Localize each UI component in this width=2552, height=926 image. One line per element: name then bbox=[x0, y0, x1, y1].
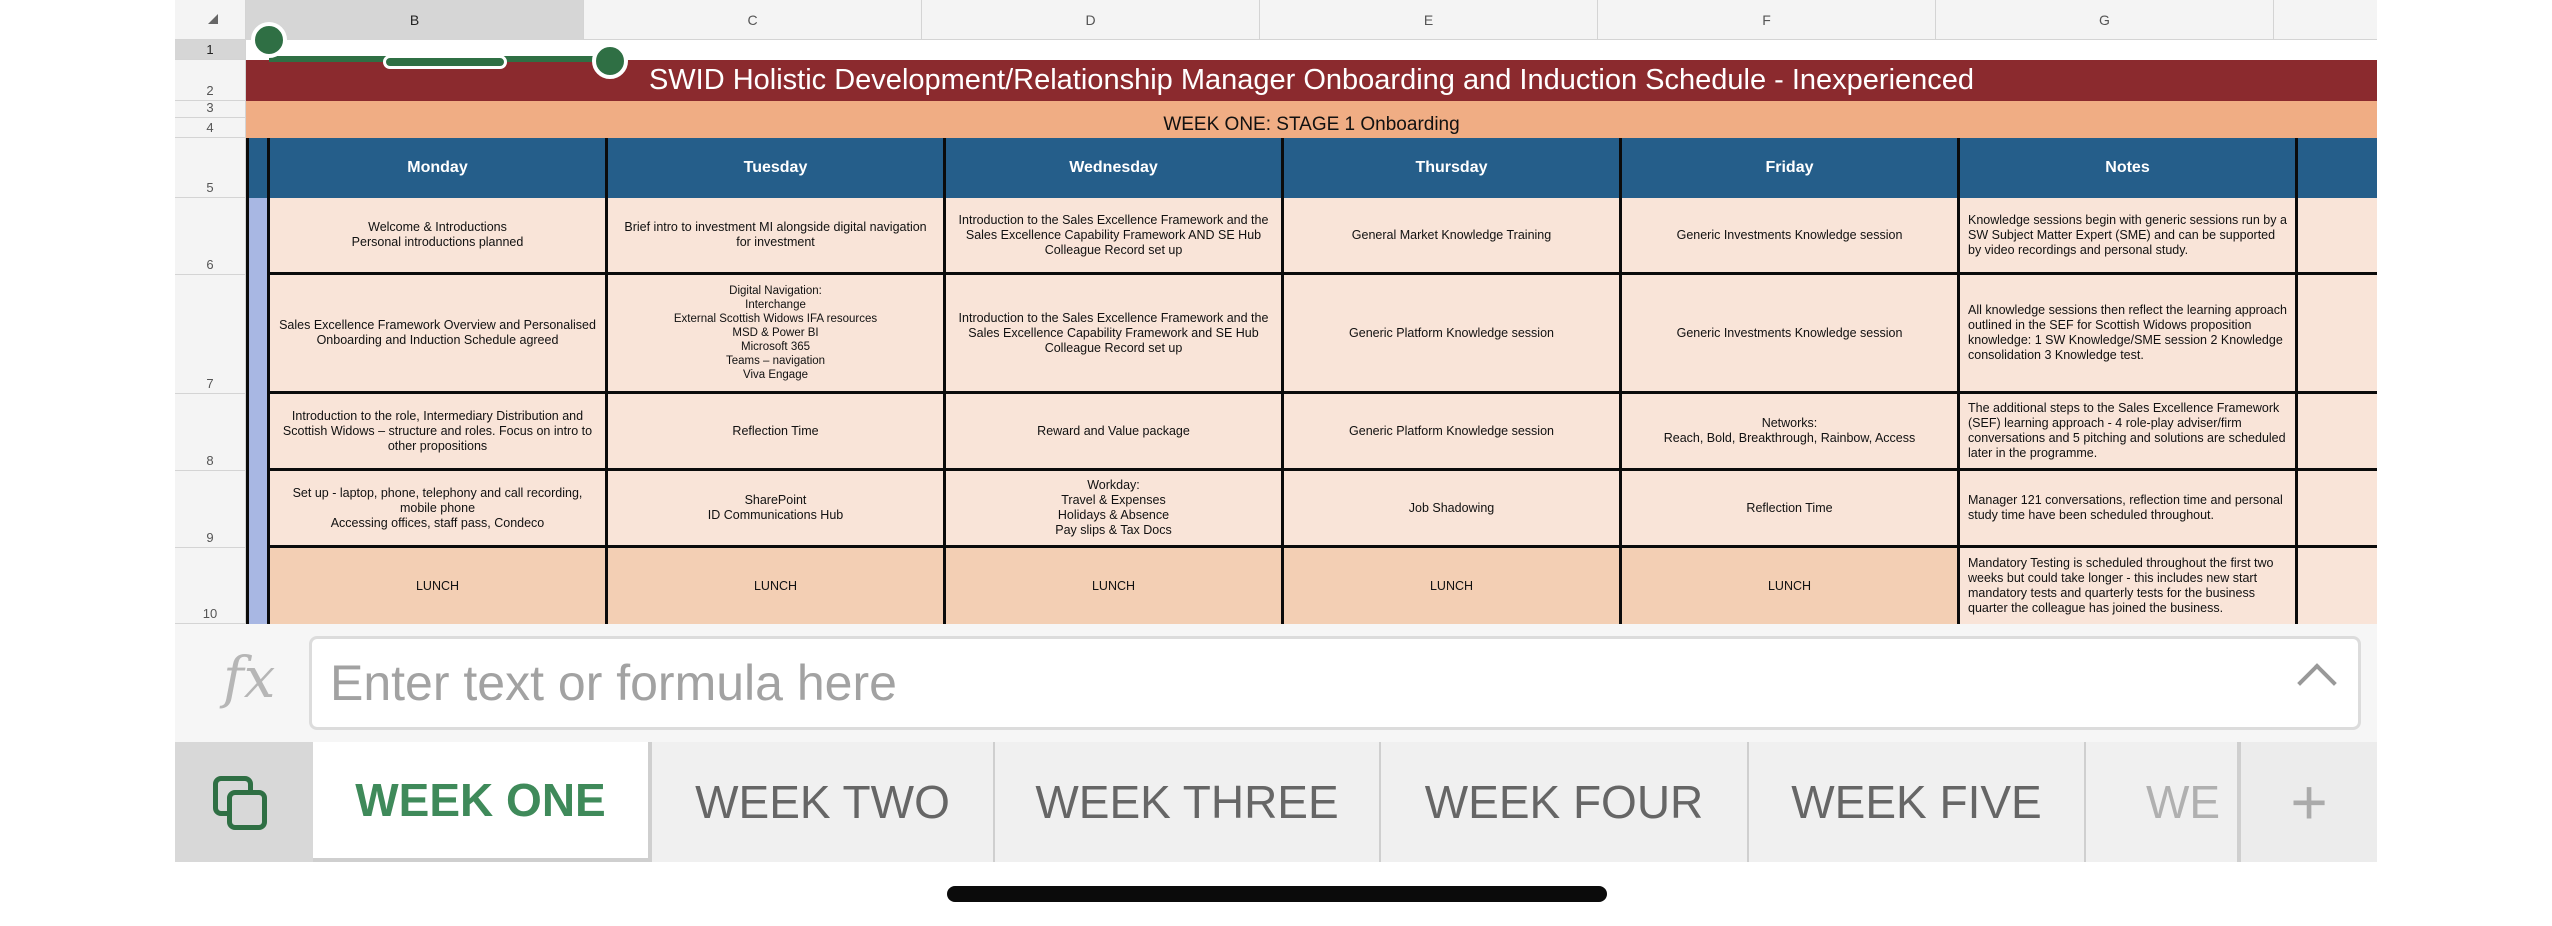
tab-week-three[interactable]: WEEK THREE bbox=[995, 742, 1381, 862]
column-header-row: B C D E F G bbox=[175, 0, 2377, 40]
cell-tuesday-row5[interactable]: LUNCH bbox=[608, 548, 946, 624]
cell-tuesday-row3[interactable]: Reflection Time bbox=[608, 394, 946, 471]
cell-monday-row2[interactable]: Sales Excellence Framework Overview and … bbox=[270, 275, 608, 394]
column-a-cell[interactable] bbox=[246, 471, 270, 548]
column-header-g[interactable]: G bbox=[1936, 0, 2274, 40]
cell-friday-row2[interactable]: Generic Investments Knowledge session bbox=[1622, 275, 1960, 394]
cell-extra-row3[interactable] bbox=[2298, 394, 2377, 471]
subtitle-band[interactable] bbox=[246, 101, 2377, 138]
schedule-title[interactable]: SWID Holistic Development/Relationship M… bbox=[246, 60, 2377, 101]
cell-wednesday-row1[interactable]: Introduction to the Sales Excellence Fra… bbox=[946, 198, 1284, 275]
select-all-icon bbox=[208, 14, 218, 24]
select-all-corner[interactable] bbox=[175, 0, 246, 40]
column-header-f[interactable]: F bbox=[1598, 0, 1936, 40]
cell-extra-row5[interactable] bbox=[2298, 548, 2377, 624]
tab-week-one[interactable]: WEEK ONE bbox=[313, 742, 652, 862]
cell-notes-row5[interactable]: Mandatory Testing is scheduled throughou… bbox=[1960, 548, 2298, 624]
tab-week-two[interactable]: WEEK TWO bbox=[652, 742, 995, 862]
cell-monday-row4[interactable]: Set up - laptop, phone, telephony and ca… bbox=[270, 471, 608, 548]
row-header-1[interactable]: 1 bbox=[175, 40, 246, 60]
cell-tuesday-row1[interactable]: Brief intro to investment MI alongside d… bbox=[608, 198, 946, 275]
cell-thursday-row1[interactable]: General Market Knowledge Training bbox=[1284, 198, 1622, 275]
cell-tuesday-row2[interactable]: Digital Navigation: Interchange External… bbox=[608, 275, 946, 394]
cell-area[interactable]: SWID Holistic Development/Relationship M… bbox=[246, 40, 2377, 624]
column-a-header-cell[interactable] bbox=[246, 138, 270, 198]
column-header-c[interactable]: C bbox=[584, 0, 922, 40]
column-header-b[interactable]: B bbox=[246, 0, 584, 40]
row-header-9[interactable]: 9 bbox=[175, 471, 246, 548]
column-header-e[interactable]: E bbox=[1260, 0, 1598, 40]
fx-icon[interactable]: fx bbox=[223, 646, 276, 711]
cell-monday-row1[interactable]: Welcome & Introductions Personal introdu… bbox=[270, 198, 608, 275]
week-label[interactable]: WEEK ONE: STAGE 1 Onboarding bbox=[1163, 114, 1460, 135]
tab-week-six-partial[interactable]: WE bbox=[2086, 742, 2239, 862]
cell-notes-row2[interactable]: All knowledge sessions then reflect the … bbox=[1960, 275, 2298, 394]
cell-thursday-row2[interactable]: Generic Platform Knowledge session bbox=[1284, 275, 1622, 394]
home-indicator[interactable] bbox=[947, 886, 1607, 902]
column-a-cell[interactable] bbox=[246, 548, 270, 624]
cell-friday-row4[interactable]: Reflection Time bbox=[1622, 471, 1960, 548]
spreadsheet-grid[interactable]: B C D E F G 1 2 3 4 5 6 7 8 9 10 SWID Ho… bbox=[175, 0, 2377, 624]
column-header-d[interactable]: D bbox=[922, 0, 1260, 40]
cell-friday-row1[interactable]: Generic Investments Knowledge session bbox=[1622, 198, 1960, 275]
header-monday[interactable]: Monday bbox=[270, 138, 608, 198]
header-friday[interactable]: Friday bbox=[1622, 138, 1960, 198]
cell-notes-row1[interactable]: Knowledge sessions begin with generic se… bbox=[1960, 198, 2298, 275]
selection-resize-bar[interactable] bbox=[383, 55, 507, 69]
cell-friday-row5[interactable]: LUNCH bbox=[1622, 548, 1960, 624]
column-a-cell[interactable] bbox=[246, 275, 270, 394]
selection-handle-end[interactable] bbox=[592, 43, 628, 79]
header-extra[interactable] bbox=[2298, 138, 2377, 198]
sheets-stack-icon-front bbox=[227, 790, 267, 830]
selection-handle-start[interactable] bbox=[251, 22, 287, 58]
tab-week-five[interactable]: WEEK FIVE bbox=[1749, 742, 2086, 862]
row-header-10[interactable]: 10 bbox=[175, 548, 246, 624]
row-header-7[interactable]: 7 bbox=[175, 275, 246, 394]
row-header-2[interactable]: 2 bbox=[175, 60, 246, 101]
column-a-cell[interactable] bbox=[246, 198, 270, 275]
cell-wednesday-row4[interactable]: Workday: Travel & Expenses Holidays & Ab… bbox=[946, 471, 1284, 548]
cell-extra-row2[interactable] bbox=[2298, 275, 2377, 394]
row-header-5[interactable]: 5 bbox=[175, 138, 246, 198]
cell-notes-row4[interactable]: Manager 121 conversations, reflection ti… bbox=[1960, 471, 2298, 548]
header-notes[interactable]: Notes bbox=[1960, 138, 2298, 198]
cell-friday-row3[interactable]: Networks: Reach, Bold, Breakthrough, Rai… bbox=[1622, 394, 1960, 471]
cell-extra-row4[interactable] bbox=[2298, 471, 2377, 548]
cell-notes-row3[interactable]: The additional steps to the Sales Excell… bbox=[1960, 394, 2298, 471]
sheet-list-button[interactable] bbox=[175, 742, 313, 862]
add-sheet-button[interactable]: + bbox=[2239, 742, 2377, 862]
cell-wednesday-row2[interactable]: Introduction to the Sales Excellence Fra… bbox=[946, 275, 1284, 394]
cell-monday-row3[interactable]: Introduction to the role, Intermediary D… bbox=[270, 394, 608, 471]
cell-monday-row5[interactable]: LUNCH bbox=[270, 548, 608, 624]
cell-thursday-row4[interactable]: Job Shadowing bbox=[1284, 471, 1622, 548]
header-tuesday[interactable]: Tuesday bbox=[608, 138, 946, 198]
cell-extra-row1[interactable] bbox=[2298, 198, 2377, 275]
header-thursday[interactable]: Thursday bbox=[1284, 138, 1622, 198]
row-header-8[interactable]: 8 bbox=[175, 394, 246, 471]
row-header-6[interactable]: 6 bbox=[175, 198, 246, 275]
cell-wednesday-row3[interactable]: Reward and Value package bbox=[946, 394, 1284, 471]
sheet-tab-bar: WEEK ONE WEEK TWO WEEK THREE WEEK FOUR W… bbox=[175, 742, 2377, 862]
cell-tuesday-row4[interactable]: SharePoint ID Communications Hub bbox=[608, 471, 946, 548]
cell-thursday-row5[interactable]: LUNCH bbox=[1284, 548, 1622, 624]
cell-thursday-row3[interactable]: Generic Platform Knowledge session bbox=[1284, 394, 1622, 471]
cell-wednesday-row5[interactable]: LUNCH bbox=[946, 548, 1284, 624]
formula-bar: fx bbox=[175, 624, 2377, 742]
formula-input[interactable] bbox=[309, 636, 2361, 730]
header-wednesday[interactable]: Wednesday bbox=[946, 138, 1284, 198]
row-header-3[interactable]: 3 bbox=[175, 100, 246, 118]
column-a-cell[interactable] bbox=[246, 394, 270, 471]
tab-week-four[interactable]: WEEK FOUR bbox=[1381, 742, 1749, 862]
row-header-4[interactable]: 4 bbox=[175, 118, 246, 138]
